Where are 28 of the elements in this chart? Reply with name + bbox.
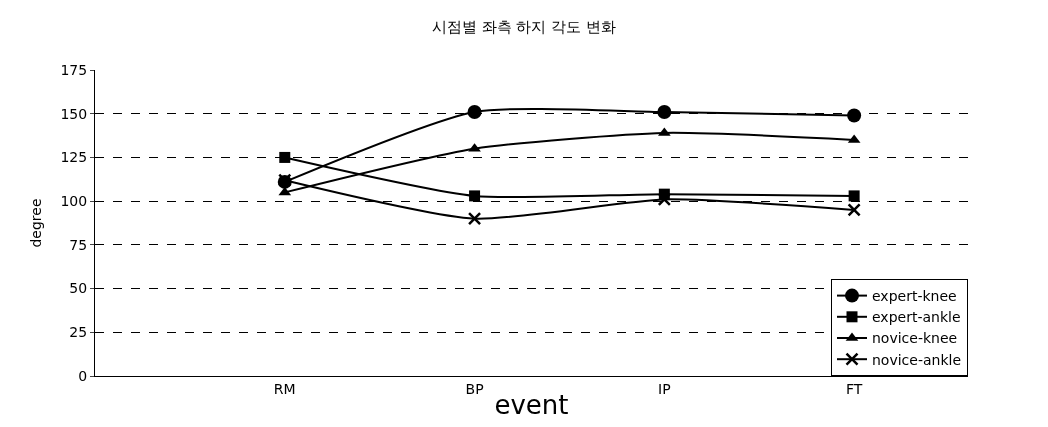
y-tick-label: 75 <box>69 236 88 253</box>
x-axis-title: event <box>494 390 569 421</box>
x-tick-label: FT <box>845 380 863 397</box>
point <box>278 186 292 196</box>
point <box>467 104 482 119</box>
point <box>279 151 291 163</box>
y-tick-label: 100 <box>60 193 88 210</box>
chart-title: 시점별 좌측 하지 각도 변화 <box>431 17 617 36</box>
y-axis-title: degree <box>28 198 45 248</box>
y-tick-label: 0 <box>78 367 88 384</box>
point <box>848 190 860 202</box>
y-tick-label: 25 <box>69 324 88 341</box>
x-tick-label: IP <box>658 380 671 397</box>
legend-label: expert-knee <box>872 288 957 305</box>
x-tick-label: BP <box>465 380 484 397</box>
point <box>657 104 672 119</box>
point <box>847 108 862 123</box>
y-tick-label: 175 <box>60 61 88 78</box>
point <box>847 203 861 217</box>
point <box>469 190 481 202</box>
y-tick-label: 125 <box>60 149 88 166</box>
legend-label: novice-ankle <box>872 351 962 368</box>
point <box>467 211 482 226</box>
legend-label: expert-ankle <box>872 309 961 326</box>
legend-label: novice-knee <box>872 330 958 347</box>
y-tick-label: 150 <box>60 105 88 122</box>
y-tick-label: 50 <box>69 280 88 297</box>
x-tick-label: RM <box>273 380 296 397</box>
